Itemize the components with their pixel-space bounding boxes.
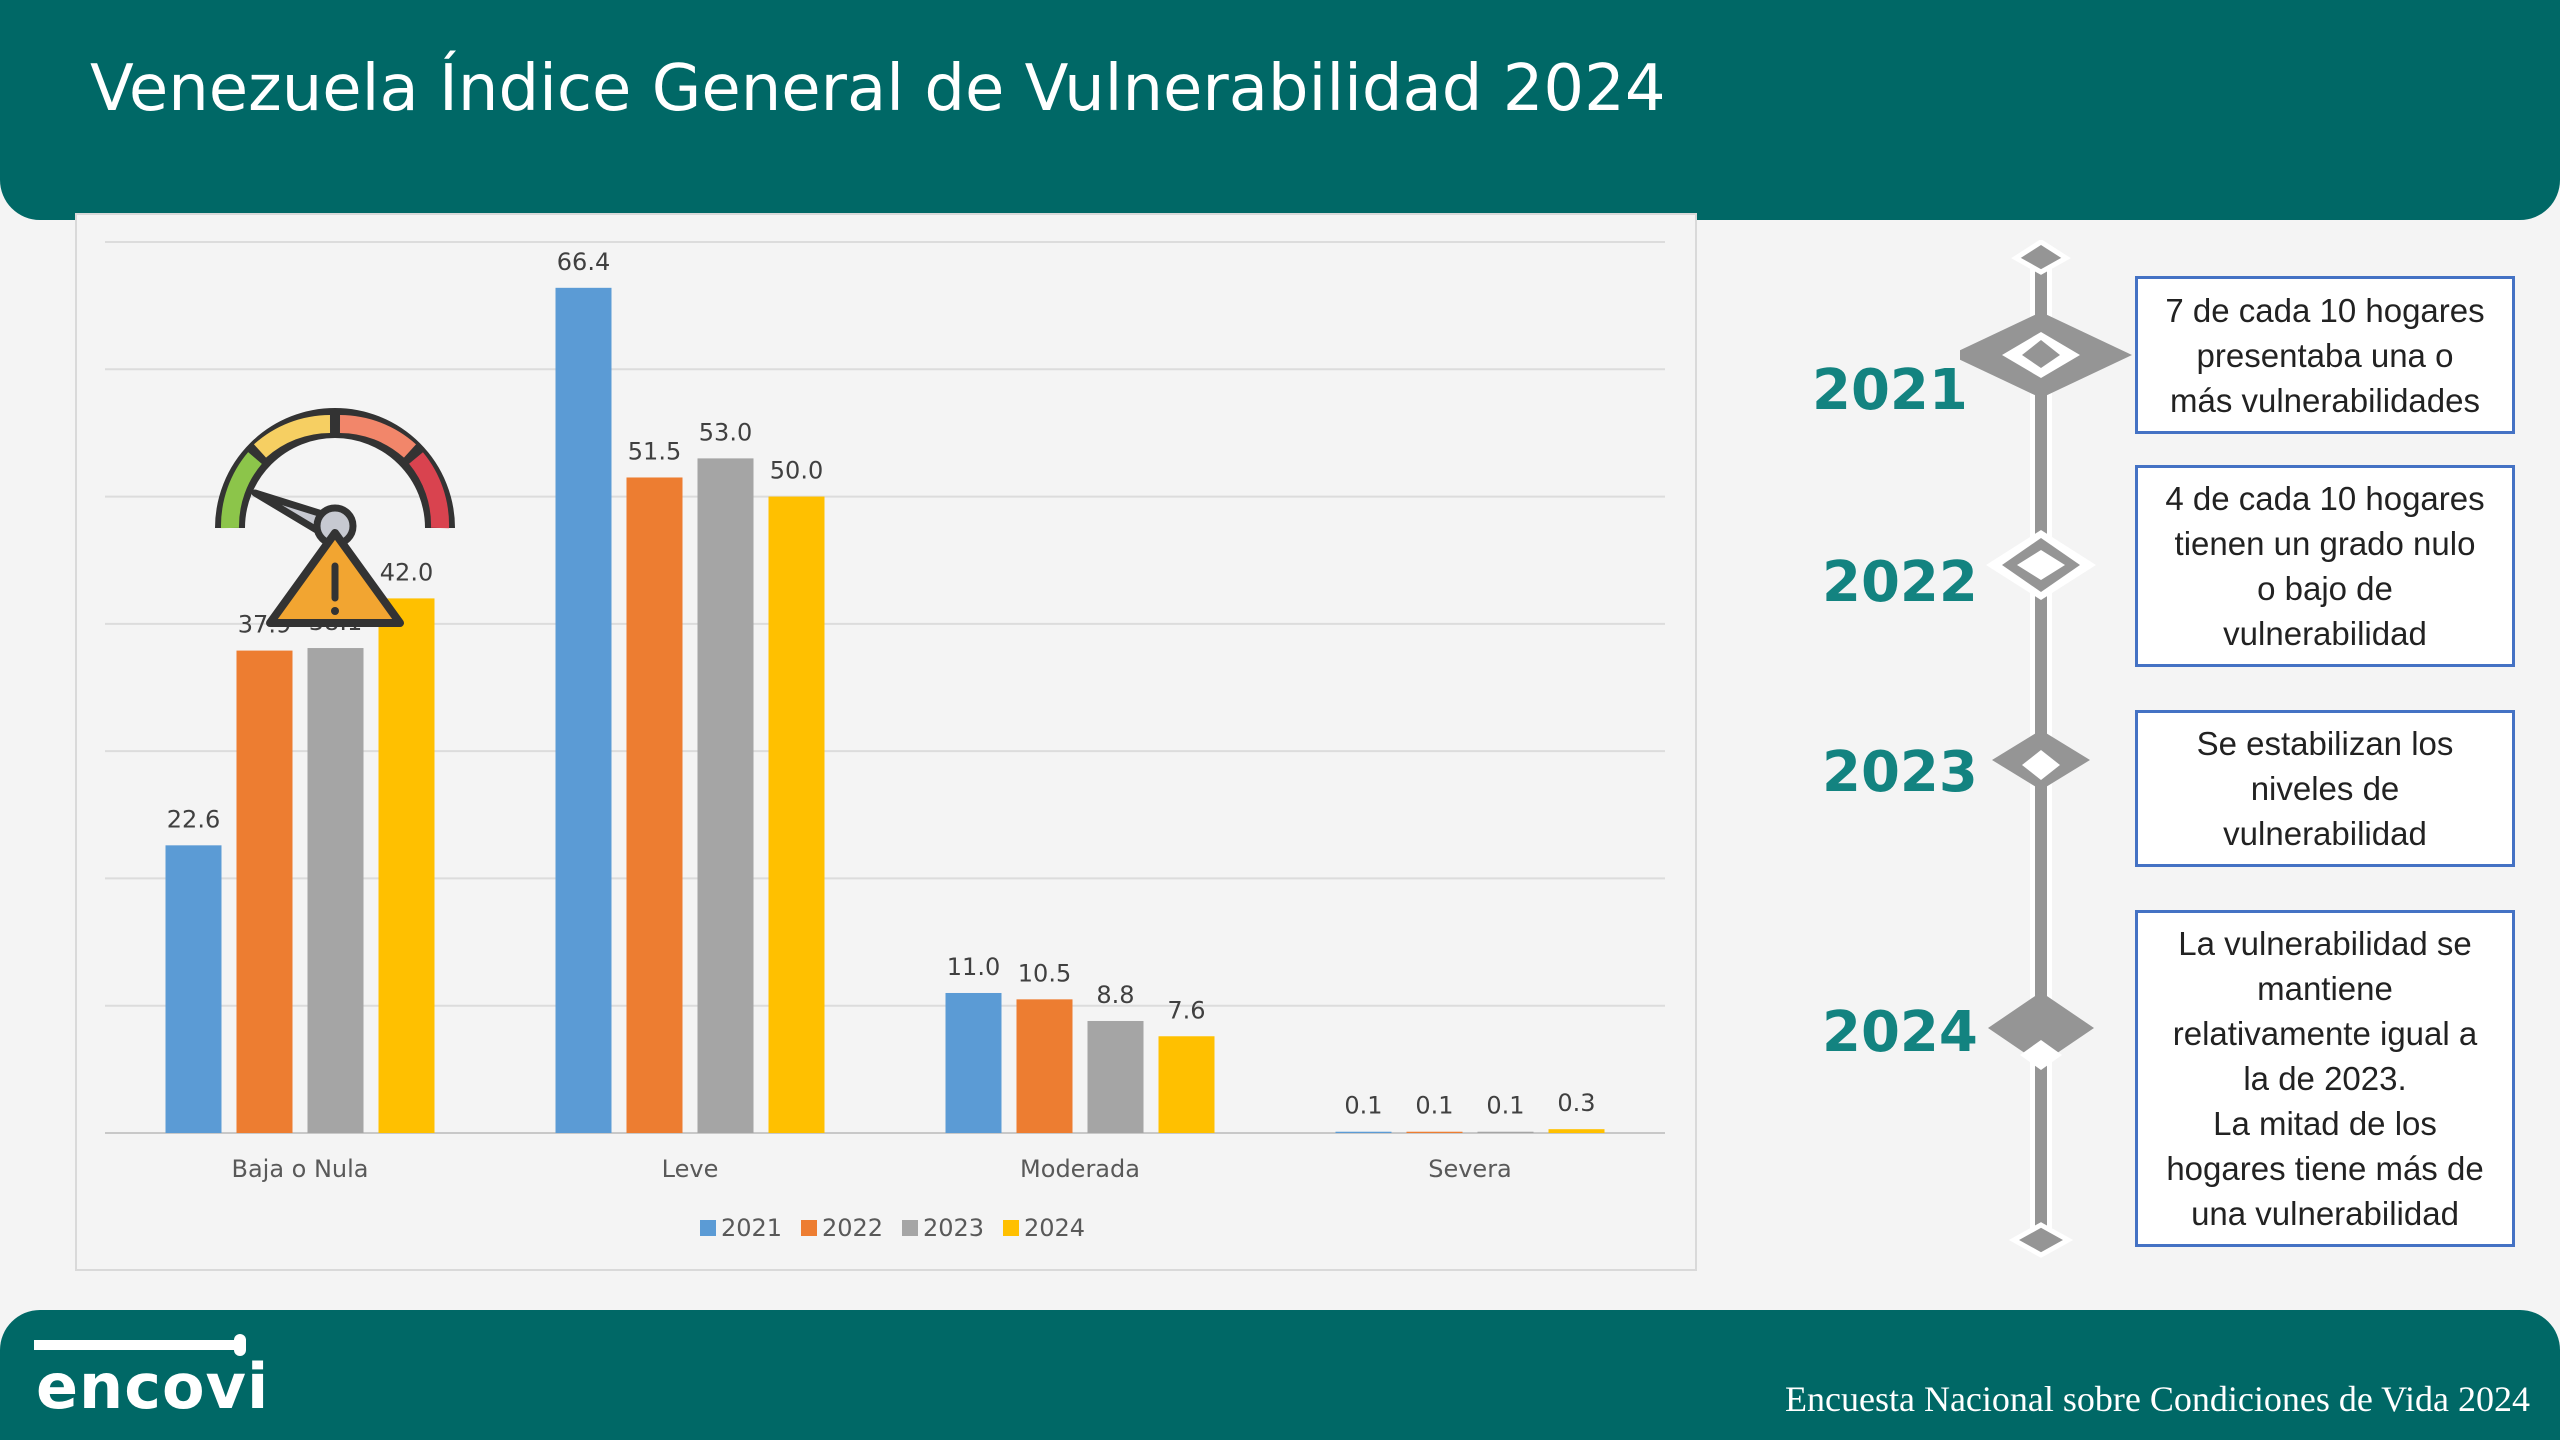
data-label: 8.8 <box>1096 981 1134 1009</box>
bar <box>1548 1129 1605 1133</box>
data-label: 50.0 <box>770 457 823 485</box>
category-label: Leve <box>662 1155 719 1183</box>
legend-label: 2021 <box>721 1214 782 1242</box>
timeline-year: 2023 <box>1822 740 1978 805</box>
gauge-warning-icon <box>215 408 455 627</box>
data-label: 0.1 <box>1415 1092 1453 1120</box>
data-label: 10.5 <box>1018 959 1071 987</box>
legend-label: 2024 <box>1024 1214 1085 1242</box>
category-label: Moderada <box>1020 1155 1140 1183</box>
legend-swatch <box>700 1220 716 1236</box>
bar <box>165 845 222 1133</box>
bar <box>626 477 683 1133</box>
bar <box>236 650 293 1133</box>
timeline-note: La vulnerabilidad se mantiene relativame… <box>2135 910 2515 1247</box>
bar <box>697 458 754 1133</box>
data-label: 22.6 <box>167 805 220 833</box>
data-label: 51.5 <box>628 437 681 465</box>
timeline-axis <box>1960 240 2132 1258</box>
timeline-year: 2022 <box>1822 550 1978 615</box>
bar <box>1335 1131 1392 1133</box>
bar <box>555 287 612 1133</box>
bar <box>307 648 364 1133</box>
data-label: 11.0 <box>947 953 1000 981</box>
timeline-note: 7 de cada 10 hogares presentaba una o má… <box>2135 276 2515 434</box>
encovi-logo: encovi <box>36 1350 270 1423</box>
data-label: 66.4 <box>557 248 610 276</box>
footer-band: encovi Encuesta Nacional sobre Condicion… <box>0 1310 2560 1440</box>
bar <box>378 598 435 1133</box>
bar <box>1087 1020 1144 1133</box>
bar <box>1016 999 1073 1133</box>
data-label: 7.6 <box>1167 996 1205 1024</box>
data-label: 0.1 <box>1486 1092 1524 1120</box>
encovi-logo-bar <box>34 1334 246 1356</box>
timeline-note: 4 de cada 10 hogares tienen un grado nul… <box>2135 465 2515 667</box>
bar <box>1406 1131 1463 1133</box>
category-label: Baja o Nula <box>231 1155 368 1183</box>
header-band: Venezuela Índice General de Vulnerabilid… <box>0 0 2560 220</box>
bar <box>945 992 1002 1133</box>
timeline-year: 2021 <box>1812 358 1968 423</box>
legend-swatch <box>902 1220 918 1236</box>
legend-label: 2022 <box>822 1214 883 1242</box>
data-label: 0.3 <box>1557 1089 1595 1117</box>
bar <box>1158 1036 1215 1133</box>
category-label: Severa <box>1428 1155 1512 1183</box>
footer-survey-name: Encuesta Nacional sobre Condiciones de V… <box>1785 1379 2530 1419</box>
data-label: 42.0 <box>380 558 433 586</box>
bar <box>768 496 825 1134</box>
data-label: 53.0 <box>699 418 752 446</box>
page-title: Venezuela Índice General de Vulnerabilid… <box>90 52 1666 126</box>
timeline-note: Se estabilizan los niveles de vulnerabil… <box>2135 710 2515 867</box>
data-label: 0.1 <box>1344 1092 1382 1120</box>
bar <box>1477 1131 1534 1133</box>
legend-label: 2023 <box>923 1214 984 1242</box>
legend-swatch <box>801 1220 817 1236</box>
timeline-year: 2024 <box>1822 1000 1978 1065</box>
legend-swatch <box>1003 1220 1019 1236</box>
